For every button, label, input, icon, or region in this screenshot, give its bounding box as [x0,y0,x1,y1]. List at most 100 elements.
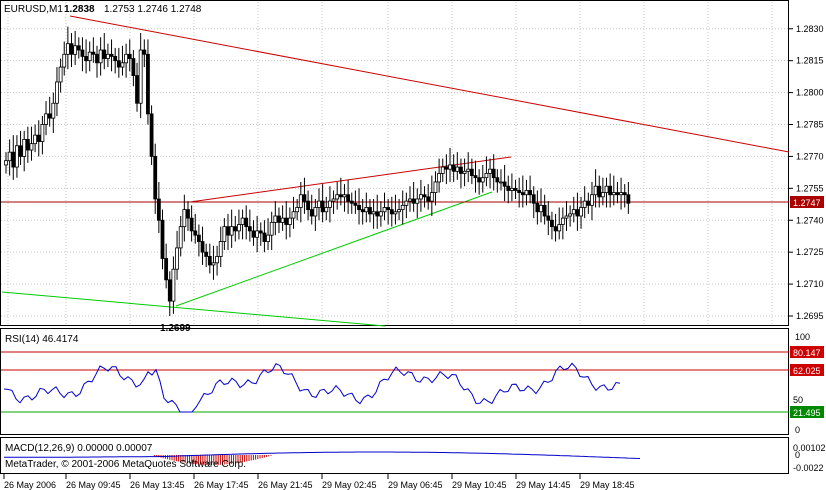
candle-body [189,217,194,232]
candle-body [622,192,627,196]
candle-body [466,168,471,172]
candle-body [524,190,529,196]
rsi-tick-50: 50 [793,395,803,405]
candle-body [378,211,383,217]
candle-body [51,102,56,119]
candle-body [426,196,431,202]
candle-body [127,53,132,59]
candle-body [328,200,332,208]
candle-body [349,200,354,204]
candle-body [611,192,616,196]
candle-body [444,166,449,170]
candle-body [95,53,99,64]
price-tick-label: 1.2725 [796,247,824,257]
trend-line-red-long[interactable] [69,15,790,153]
candle-body [22,139,27,157]
time-axis: 26 May 2006 26 May 09:45 26 May 13:45 26 Ma… [3,474,635,490]
trend-line-green-lower[interactable] [1,291,386,327]
candle-body [302,194,307,202]
time-tick-label: 29 May 10:45 [452,480,507,490]
candle-body [298,194,303,208]
candle-body [331,198,336,202]
candle-body [33,134,38,145]
price-pane[interactable] [0,0,789,326]
candle-body [320,200,325,213]
current-price-tag [790,196,824,208]
candle-body [124,53,129,64]
candle-body [429,192,434,202]
candle-body [451,164,456,172]
candle-body [560,217,565,225]
candle-body [284,217,289,225]
candle-body [513,187,518,191]
candle-body [600,192,605,198]
candle-body [564,215,569,219]
candle-body [608,185,613,196]
candle-body [258,230,263,234]
candle-body [506,185,511,191]
candle-body [462,170,467,174]
candle-body [324,207,329,213]
candle-body [575,209,580,217]
candle-body [171,268,176,302]
candle-body [277,215,281,223]
candle-body [73,45,78,55]
candle-body [546,215,551,221]
candle-body [142,49,147,55]
candle-body [593,185,598,196]
rsi-line [3,362,621,413]
candle-body [222,226,227,242]
candle-body [488,168,492,174]
time-tick-label: 26 May 17:45 [194,480,249,490]
time-tick-label: 29 May 18:45 [580,480,635,490]
candle-body [477,177,482,183]
copyright-text: MetaTrader, © 2001-2006 MetaQuotes Softw… [5,459,246,470]
candle-body [69,43,74,55]
candle-body [411,198,416,204]
candles [4,26,631,316]
candle-body [91,51,96,55]
candle-body [397,209,401,213]
candle-body [364,207,369,213]
time-tick-label: 29 May 06:45 [388,480,443,490]
rsi-pane[interactable] [0,328,789,435]
candle-body [484,173,489,179]
candle-body [499,181,503,184]
candle-body [582,200,587,208]
price-tick-label: 1.2815 [796,56,824,66]
candle-body [244,217,249,228]
candle-body [87,51,92,62]
candle-body [309,209,314,217]
candle-body [415,198,420,204]
candle-body [542,204,547,217]
candle-body [579,207,583,217]
time-tick-label: 26 May 09:45 [66,480,121,490]
candle-body [568,213,573,217]
trend-line-green-support[interactable] [175,191,493,307]
candle-body [531,194,536,204]
candle-body [138,49,143,104]
macd-tick-zero: 0 [795,450,800,460]
price-tick-label: 1.2800 [796,88,824,98]
candle-body [480,177,485,183]
price-tick-label: 1.2695 [796,311,824,321]
rsi-tag-80 [790,346,824,358]
candle-body [226,226,230,236]
candle-body [58,66,63,83]
price-tick-label: 1.2740 [796,215,824,225]
macd-pane[interactable] [0,437,789,474]
candle-body [164,258,169,281]
candle-body [98,49,103,64]
ohlc-values: 1.2753 1.2746 1.2748 [104,4,202,15]
candle-body [626,194,631,204]
candle-body [7,151,12,162]
candle-body [386,207,391,211]
rsi-tag-80-text: 80.147 [793,348,821,358]
candle-body [11,151,16,168]
candle-body [368,207,372,215]
candle-body [353,202,358,206]
candle-body [517,190,522,193]
time-tick-label: 26 May 13:45 [130,480,185,490]
rsi-tag-21 [790,406,824,418]
